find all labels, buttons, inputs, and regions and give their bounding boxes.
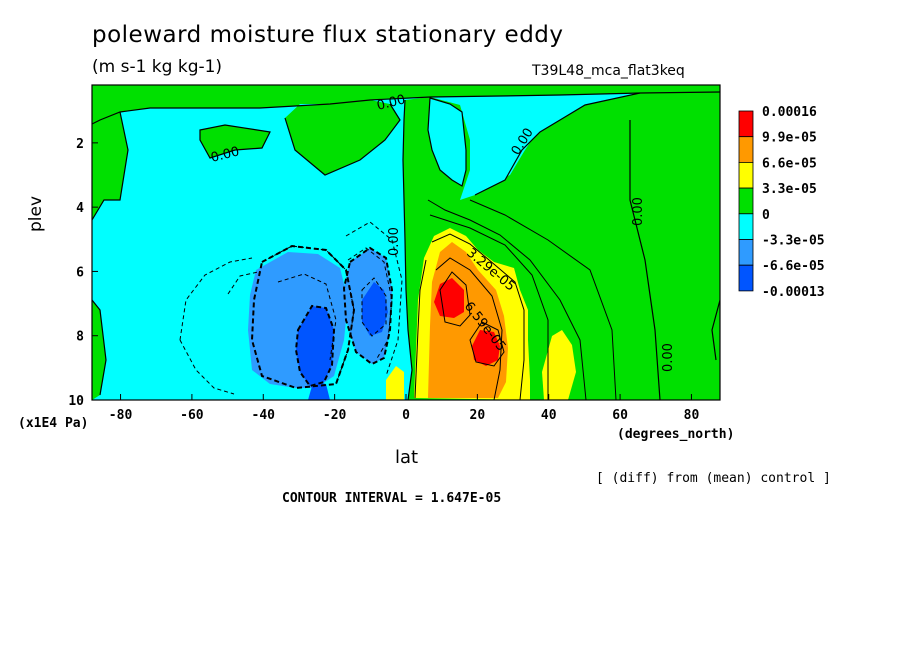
positive-region-ribbon [200, 125, 270, 158]
positive-region-south-bottom [92, 300, 106, 400]
contour-interval: CONTOUR INTERVAL = 1.647E-05 [282, 491, 502, 506]
x-tick-label: 60 [612, 408, 628, 423]
contour-label: 0.00 [375, 92, 407, 114]
x-tick-label: 40 [541, 408, 557, 423]
positive-region-red-north-center [444, 291, 458, 307]
y-axis-units: (x1E4 Pa) [18, 416, 89, 431]
colorbar: 0.00016 9.9e-05 6.6e-05 3.3e-05 0 -3.3e-05 -6.… [738, 105, 825, 300]
y-tick-label: 8 [76, 330, 84, 345]
negative-region-dark-mid [362, 282, 388, 336]
colorbar-label: 6.6e-05 [762, 156, 817, 171]
x-axis-label: lat [395, 447, 419, 468]
colorbar-swatch [738, 110, 754, 138]
x-axis-ticks: -80 -60 -40 -20 0 20 40 60 80 [109, 394, 700, 423]
positive-region-red-south-center [482, 340, 494, 354]
colorbar-label: -6.6e-05 [762, 259, 825, 274]
zero-contour-lines [92, 91, 720, 400]
negative-region-north [475, 110, 535, 188]
negative-region-blue-left [248, 252, 348, 388]
y-tick-label: 10 [68, 394, 84, 409]
experiment-id: T39L48_mca_flat3keq [532, 63, 685, 79]
y-tick-label: 6 [76, 265, 84, 280]
y-tick-label: 2 [76, 137, 84, 152]
y-axis-ticks: 2 4 6 8 10 [68, 137, 98, 409]
positive-region-yellow-north [542, 330, 576, 400]
chart-units: (m s-1 kg kg-1) [92, 57, 223, 77]
contour-label: 0.00 [387, 227, 402, 256]
negative-contour-lines-bold [250, 244, 394, 390]
positive-contour-lines [414, 199, 617, 400]
colorbar-label: 9.9e-05 [762, 131, 817, 146]
colorbar-swatch [738, 161, 754, 189]
colorbar-swatch [738, 264, 754, 292]
positive-region-south-pole [92, 112, 128, 220]
negative-region-inner [428, 98, 466, 186]
x-tick-label: 0 [402, 408, 410, 423]
x-tick-label: 20 [470, 408, 486, 423]
contour-label: 0.00 [661, 343, 676, 372]
contour-label: 0.00 [209, 144, 241, 166]
colorbar-label: 0 [762, 208, 770, 223]
y-tick-label: 4 [76, 201, 84, 216]
x-tick-label: -40 [252, 408, 276, 423]
x-tick-label: 80 [684, 408, 700, 423]
chart-title: poleward moisture flux stationary eddy [92, 22, 564, 48]
x-tick-label: -20 [323, 408, 347, 423]
colorbar-label: -0.00013 [762, 285, 825, 300]
positive-region-yellow-small [386, 366, 404, 400]
x-tick-label: -60 [180, 408, 204, 423]
colorbar-label: 0.00016 [762, 105, 817, 120]
colorbar-swatch [738, 187, 754, 215]
colorbar-label: 3.3e-05 [762, 182, 817, 197]
contour-field: 0.00 0.00 0.00 0.00 0.00 0.00 3.29e-05 6… [92, 85, 720, 400]
colorbar-label: -3.3e-05 [762, 234, 825, 249]
negative-region-dark-left [296, 306, 334, 386]
x-tick-label: -80 [109, 408, 133, 423]
diff-note: [ (diff) from (mean) control ] [596, 471, 831, 486]
colorbar-swatch [738, 213, 754, 240]
colorbar-swatch [738, 239, 754, 266]
colorbar-swatch [738, 136, 754, 163]
contour-label: 0.00 [631, 197, 646, 226]
x-axis-units: (degrees_north) [617, 427, 735, 442]
